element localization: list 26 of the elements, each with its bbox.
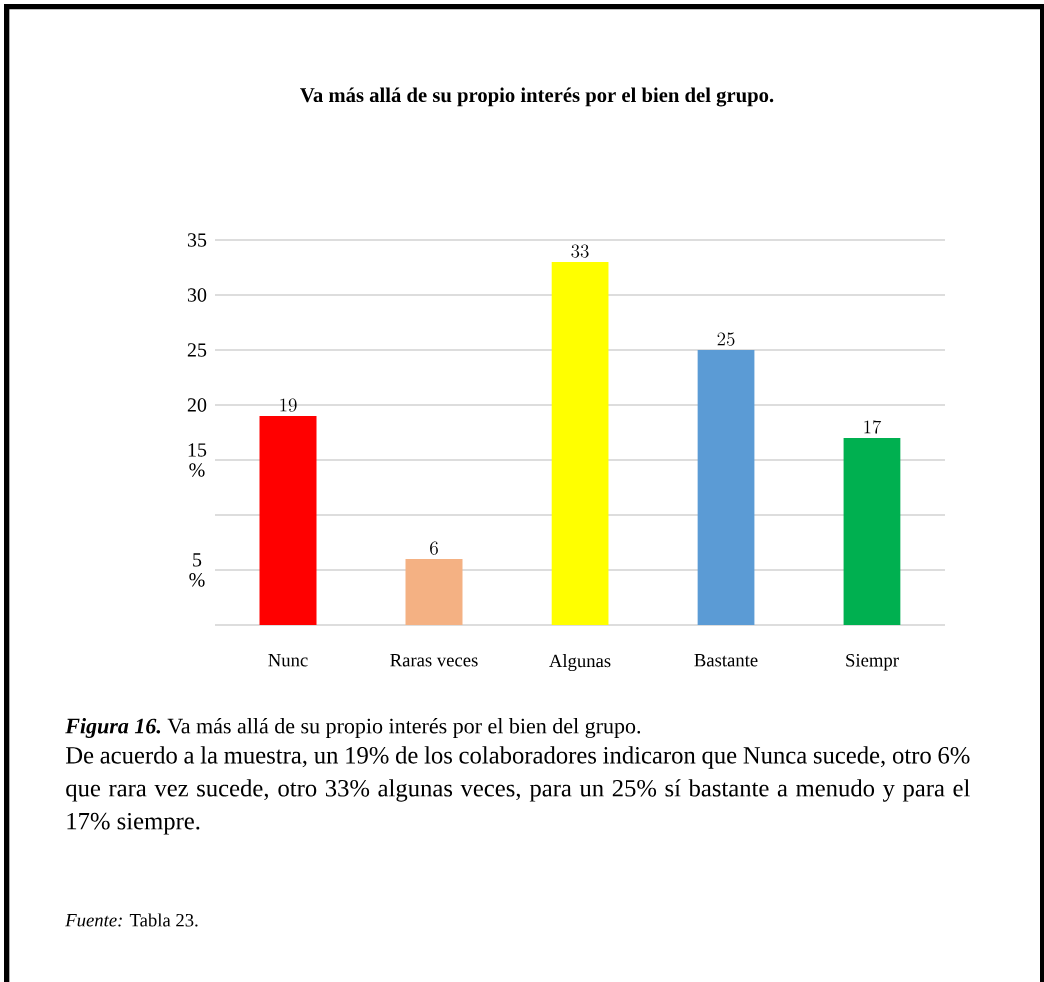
text: Fuente: Tabla 23. bbox=[65, 913, 198, 927]
bar bbox=[405, 559, 463, 625]
x-tick-label: Algunas bbox=[549, 654, 611, 672]
x-tick-label: Bastante bbox=[694, 654, 758, 667]
y-tick-label: 35 bbox=[187, 233, 207, 247]
bar bbox=[259, 416, 317, 625]
data-label: 17 bbox=[864, 420, 882, 434]
data-label: 25 bbox=[717, 332, 735, 346]
y-tick-label: 5 % bbox=[189, 553, 205, 587]
y-tick-label: 20 bbox=[187, 398, 207, 412]
bar bbox=[843, 437, 901, 625]
x-tick-label: Nunc bbox=[268, 654, 308, 667]
text: Figura 16. bbox=[65, 718, 161, 738]
y-tick-label: 25 bbox=[187, 343, 207, 357]
x-tick-label: Siempr bbox=[846, 654, 899, 671]
y-tick-label: 30 bbox=[187, 288, 207, 302]
text: De acuerdo a la muestra, un 19% de los colaboradores indicaron que Nunca sucede, otro 6% que rara vez sucede, otro 33% algunas veces, para un 25% sí bastante a menudo y para el 17% siempre. bbox=[65, 746, 970, 835]
text: Va más allá de su propio interés por el bien del grupo. bbox=[167, 717, 641, 739]
bar bbox=[551, 261, 609, 625]
y-tick-label: 15 % bbox=[188, 443, 207, 477]
bar bbox=[697, 349, 755, 625]
data-label: 6 bbox=[430, 541, 438, 555]
chart-title: Va más allá de su propio interés por el bien del grupo. bbox=[300, 87, 774, 107]
x-tick-label: Raras veces bbox=[390, 654, 478, 667]
data-label: 19 bbox=[280, 398, 297, 412]
data-label: 33 bbox=[571, 244, 589, 258]
